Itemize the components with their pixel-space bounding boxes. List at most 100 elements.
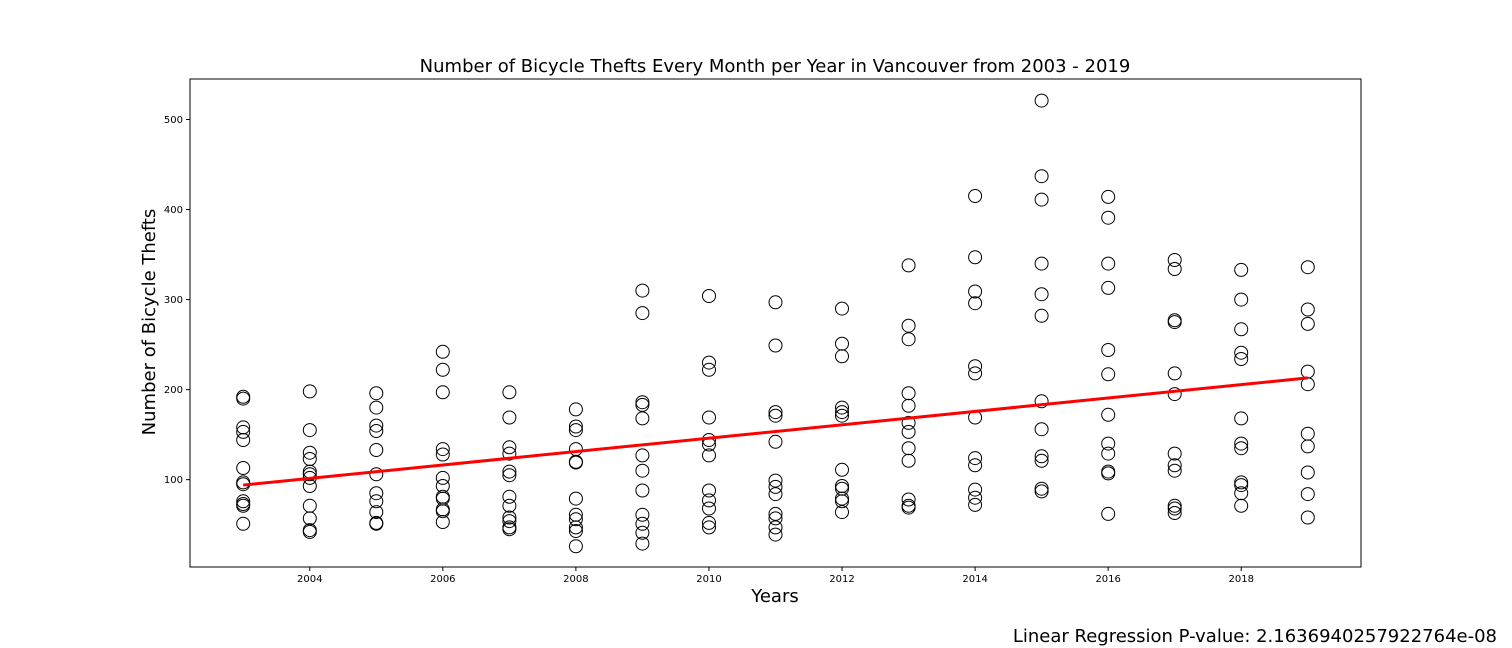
data-point-150 bbox=[1034, 422, 1049, 437]
data-point-192 bbox=[1300, 302, 1315, 317]
data-point-139 bbox=[968, 458, 983, 473]
data-point-146 bbox=[1034, 256, 1049, 271]
data-point-61 bbox=[568, 423, 583, 438]
data-point-76 bbox=[635, 448, 650, 463]
data-point-10 bbox=[236, 498, 251, 513]
data-point-200 bbox=[1300, 510, 1315, 525]
data-point-99 bbox=[768, 434, 783, 449]
data-point-123 bbox=[901, 398, 916, 413]
data-point-111 bbox=[835, 405, 849, 420]
y-tick-label-100: 100 bbox=[164, 475, 183, 486]
data-point-128 bbox=[901, 492, 916, 507]
y-tick-label-300: 300 bbox=[164, 295, 183, 306]
data-point-110 bbox=[835, 400, 849, 415]
data-point-180 bbox=[1234, 292, 1249, 307]
plot-area bbox=[189, 78, 1362, 568]
data-point-79 bbox=[635, 507, 650, 522]
data-point-59 bbox=[568, 402, 583, 417]
data-point-106 bbox=[768, 527, 783, 542]
data-point-45 bbox=[435, 504, 450, 519]
data-point-186 bbox=[1234, 441, 1249, 456]
data-point-171 bbox=[1167, 366, 1182, 381]
data-point-112 bbox=[835, 408, 849, 423]
data-point-32 bbox=[369, 505, 384, 520]
data-point-175 bbox=[1167, 463, 1182, 478]
data-point-84 bbox=[702, 355, 716, 370]
data-point-46 bbox=[435, 515, 450, 529]
data-point-159 bbox=[1101, 343, 1116, 357]
data-point-147 bbox=[1034, 287, 1049, 302]
data-point-12 bbox=[302, 384, 317, 399]
data-point-70 bbox=[568, 539, 583, 554]
data-point-191 bbox=[1300, 260, 1315, 275]
data-point-101 bbox=[768, 479, 783, 494]
data-point-109 bbox=[835, 349, 849, 364]
data-point-81 bbox=[635, 525, 650, 540]
data-point-94 bbox=[702, 520, 716, 535]
data-point-199 bbox=[1300, 487, 1315, 502]
data-point-47 bbox=[502, 385, 517, 400]
data-point-27 bbox=[369, 424, 384, 438]
data-point-3 bbox=[236, 424, 251, 439]
data-point-104 bbox=[768, 511, 783, 526]
data-point-170 bbox=[1167, 315, 1182, 330]
data-point-145 bbox=[1034, 192, 1049, 207]
data-point-11 bbox=[236, 516, 251, 531]
data-point-48 bbox=[502, 410, 517, 425]
data-point-118 bbox=[835, 505, 849, 520]
x-tick-label-2016: 2016 bbox=[1095, 574, 1120, 585]
data-point-113 bbox=[835, 462, 849, 477]
data-point-157 bbox=[1101, 256, 1116, 271]
data-point-197 bbox=[1300, 439, 1315, 454]
data-point-153 bbox=[1034, 481, 1049, 496]
x-tick-label-2012: 2012 bbox=[829, 574, 854, 585]
data-point-17 bbox=[302, 467, 317, 482]
data-point-83 bbox=[702, 289, 716, 303]
data-point-52 bbox=[502, 468, 517, 483]
data-point-72 bbox=[635, 306, 650, 321]
data-point-56 bbox=[502, 514, 517, 529]
data-point-60 bbox=[568, 419, 583, 434]
data-point-38 bbox=[435, 442, 450, 457]
points-layer bbox=[236, 93, 1315, 554]
data-point-28 bbox=[369, 443, 384, 457]
data-point-163 bbox=[1101, 446, 1116, 461]
data-point-98 bbox=[768, 408, 783, 423]
data-point-29 bbox=[369, 467, 384, 482]
data-point-86 bbox=[702, 410, 716, 425]
data-point-151 bbox=[1034, 449, 1049, 464]
data-point-152 bbox=[1034, 453, 1049, 468]
data-point-178 bbox=[1167, 506, 1182, 520]
data-point-188 bbox=[1234, 478, 1249, 493]
data-point-102 bbox=[768, 487, 783, 502]
data-point-89 bbox=[702, 448, 716, 463]
chart-title: Number of Bicycle Thefts Every Month per… bbox=[420, 56, 1131, 77]
data-point-31 bbox=[369, 494, 384, 509]
data-point-8 bbox=[236, 494, 251, 509]
data-point-161 bbox=[1101, 407, 1116, 422]
data-point-156 bbox=[1101, 210, 1116, 225]
x-tick-label-2004: 2004 bbox=[297, 574, 322, 585]
data-point-174 bbox=[1167, 458, 1182, 473]
data-point-195 bbox=[1300, 377, 1315, 392]
y-tick-label-400: 400 bbox=[164, 205, 183, 216]
data-point-127 bbox=[901, 453, 916, 468]
data-point-155 bbox=[1101, 189, 1116, 204]
data-point-158 bbox=[1101, 280, 1116, 295]
data-point-78 bbox=[635, 483, 650, 498]
data-point-125 bbox=[901, 424, 916, 439]
data-point-49 bbox=[502, 440, 517, 455]
data-point-64 bbox=[568, 455, 583, 470]
data-point-92 bbox=[702, 501, 716, 516]
data-point-190 bbox=[1234, 498, 1249, 513]
data-point-121 bbox=[901, 332, 916, 347]
data-point-143 bbox=[1034, 93, 1049, 108]
data-point-85 bbox=[702, 362, 716, 377]
x-tick-label-2006: 2006 bbox=[430, 574, 455, 585]
data-point-133 bbox=[968, 284, 983, 299]
y-axis: 100 200 300 400 500 bbox=[164, 115, 190, 486]
data-point-141 bbox=[968, 490, 983, 505]
data-point-160 bbox=[1101, 367, 1116, 382]
data-point-77 bbox=[635, 463, 650, 478]
data-point-187 bbox=[1234, 475, 1249, 490]
